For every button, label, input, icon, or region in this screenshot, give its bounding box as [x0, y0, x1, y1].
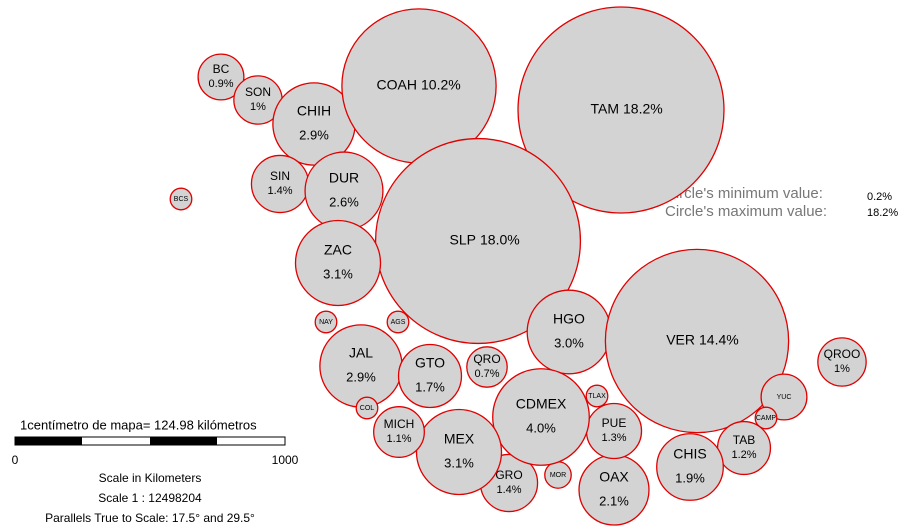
bubble — [319, 324, 403, 408]
bubble — [415, 408, 503, 496]
bubble-value: 1.4% — [496, 484, 521, 496]
bubble-name: COL — [360, 405, 375, 412]
bubble-value: 3.0% — [554, 335, 584, 350]
scale-units: Scale in Kilometers — [99, 471, 202, 485]
scale-ratio: Scale 1 : 12498204 — [98, 491, 202, 505]
bubble-name: ZAC — [324, 242, 352, 258]
bubble — [578, 454, 650, 526]
bubble-name: HGO — [553, 311, 585, 327]
bubble-value: 1.3% — [601, 432, 626, 444]
bubble-value: 18.2% — [623, 101, 663, 117]
bubble — [294, 219, 382, 307]
legend-min-label: Circle's minimum value: — [665, 185, 823, 202]
legend-max-value: 18.2% — [867, 207, 898, 219]
bubble-name: OAX — [599, 469, 629, 485]
bubble-name: NAY — [319, 319, 333, 326]
bubble-value: 2.6% — [329, 194, 359, 209]
bubble-name: PUE — [602, 416, 627, 430]
bubble — [466, 346, 508, 388]
bubble-value: 1.2% — [731, 449, 756, 461]
bubble — [397, 343, 463, 409]
bubble-name: AGS — [391, 319, 406, 326]
bubble-name: QROO — [824, 347, 861, 361]
bubble — [517, 6, 725, 214]
bubble-name: CAMP — [756, 415, 777, 422]
bubble-name: DUR — [329, 170, 359, 186]
bubble-value: 2.9% — [299, 127, 329, 142]
bubble-value: 4.0% — [526, 420, 556, 435]
bubble — [492, 368, 590, 466]
bubble-name: CHIS — [673, 446, 706, 462]
bubble-name: MICH — [384, 417, 415, 431]
bubble-name: CDMEX — [516, 396, 567, 412]
bubble-value: 1% — [834, 363, 850, 375]
bubble — [604, 248, 790, 434]
bubble-value: 1.7% — [415, 379, 445, 394]
scale-start: 0 — [12, 453, 19, 467]
bubble-value: 0.9% — [208, 78, 233, 90]
bubble-name: JAL — [349, 345, 373, 361]
bubble-name: QRO — [473, 352, 500, 366]
bubble — [754, 406, 778, 430]
bubble-name: SON — [245, 85, 271, 99]
bubble-name: CHIH — [297, 103, 331, 119]
bubble-name: MOR — [550, 472, 566, 479]
bubble — [817, 337, 867, 387]
bubble-name: BCS — [174, 196, 189, 203]
bubble-value: 0.7% — [474, 368, 499, 380]
bubble — [373, 406, 425, 458]
bubble — [314, 310, 338, 334]
bubble-value: 2.9% — [346, 369, 376, 384]
scale-end: 1000 — [272, 453, 299, 467]
bubble — [760, 373, 808, 421]
scale-bar — [14, 436, 286, 446]
bubble — [386, 310, 410, 334]
bubble — [169, 187, 193, 211]
bubble-value: 1.1% — [386, 433, 411, 445]
legend-max-label: Circle's maximum value: — [665, 203, 827, 220]
bubble-name: BC — [213, 62, 230, 76]
bubble — [197, 53, 245, 101]
bubble-name: YUC — [777, 394, 792, 401]
scale-caption: 1centímetro de mapa= 124.98 kilómetros — [20, 417, 257, 432]
bubble-name: MEX — [444, 431, 475, 447]
bubble-value: 18.0% — [480, 232, 520, 248]
bubble-value: 2.1% — [599, 493, 629, 508]
bubble-name: GRO — [495, 468, 522, 482]
bubble — [656, 433, 724, 501]
bubble — [585, 384, 609, 408]
scale-parallels: Parallels True to Scale: 17.5° and 29.5° — [45, 511, 255, 525]
bubble-value: 1.4% — [267, 185, 292, 197]
bubble-value: 3.1% — [323, 266, 353, 281]
bubble-name: VER — [666, 332, 695, 348]
bubble-value: 10.2% — [421, 77, 461, 93]
bubble-name: COAH — [377, 77, 417, 93]
bubble-name: SLP — [450, 232, 476, 248]
bubble-value: 3.1% — [444, 455, 474, 470]
bubble-name: TLAX — [588, 393, 606, 400]
bubble — [374, 137, 582, 345]
bubble-name: TAM — [590, 101, 619, 117]
bubble-value: 1.9% — [675, 470, 705, 485]
legend-min-value: 0.2% — [867, 191, 892, 203]
bubble-name: SIN — [270, 169, 290, 183]
bubble-value: 1% — [250, 101, 266, 113]
bubble-value: 14.4% — [699, 332, 739, 348]
bubble-name: TAB — [733, 433, 755, 447]
bubble-name: GTO — [415, 355, 445, 371]
bubble — [304, 151, 384, 231]
bubble — [526, 289, 612, 375]
bubble — [355, 396, 379, 420]
